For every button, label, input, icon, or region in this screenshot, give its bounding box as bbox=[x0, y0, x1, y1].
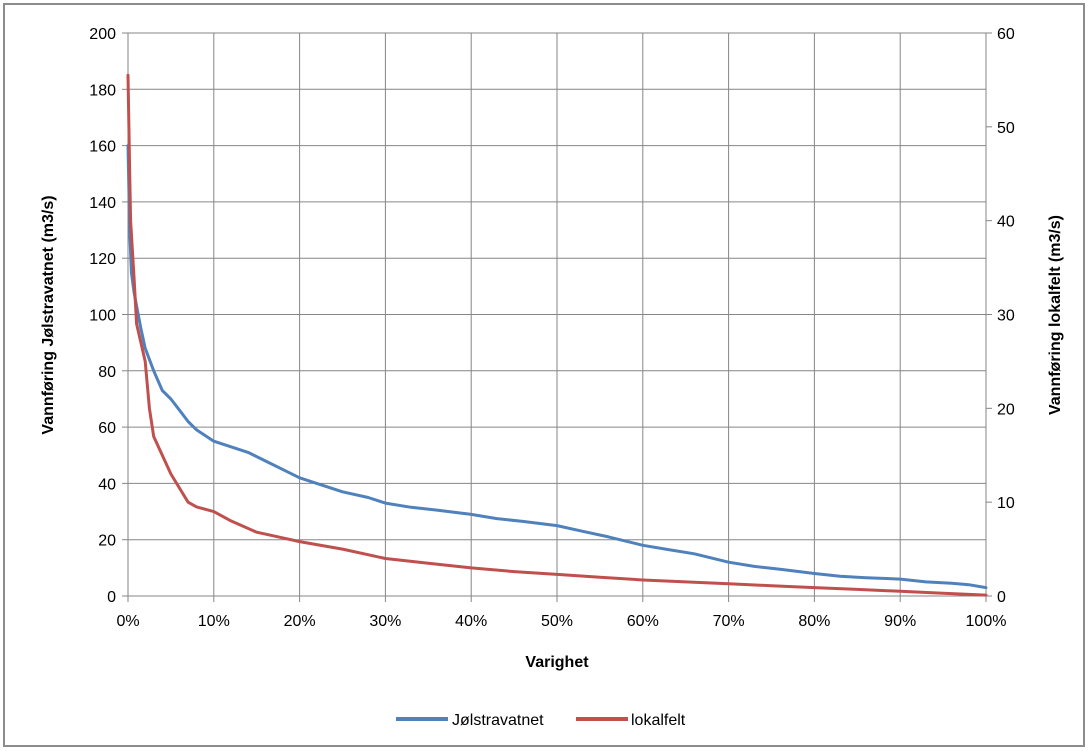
chart-frame bbox=[3, 3, 1085, 747]
left-y-axis-title: Vannføring Jølstravatnet (m3/s) bbox=[40, 195, 57, 434]
left-y-tick-label: 80 bbox=[98, 364, 116, 381]
left-y-tick-label: 140 bbox=[89, 195, 116, 212]
left-y-tick-label: 100 bbox=[89, 308, 116, 325]
series-layer bbox=[126, 73, 988, 597]
left-y-tick-label: 20 bbox=[98, 533, 116, 550]
x-tick-label: 60% bbox=[627, 613, 659, 630]
x-tick-label: 40% bbox=[455, 613, 487, 630]
legend-label-lokalfelt: lokalfelt bbox=[631, 712, 686, 729]
left-y-tick-label: 200 bbox=[89, 26, 116, 43]
right-y-tick-label: 60 bbox=[997, 26, 1015, 43]
x-tick-label: 30% bbox=[369, 613, 401, 630]
x-tick-label: 20% bbox=[284, 613, 316, 630]
right-y-tick-label: 0 bbox=[997, 589, 1006, 606]
legend: Jølstravatnet lokalfelt bbox=[396, 712, 686, 729]
left-y-tick-label: 0 bbox=[107, 589, 116, 606]
left-y-tick-label: 120 bbox=[89, 251, 116, 268]
x-tick-label: 100% bbox=[966, 613, 1007, 630]
left-y-tick-label: 40 bbox=[98, 476, 116, 493]
x-tick-label: 80% bbox=[798, 613, 830, 630]
left-y-tick-label: 160 bbox=[89, 139, 116, 156]
x-tick-label: 90% bbox=[884, 613, 916, 630]
series-line-jolstravatnet bbox=[126, 144, 988, 590]
left-y-tick-label: 180 bbox=[89, 82, 116, 99]
x-tick-label: 50% bbox=[541, 613, 573, 630]
x-tick-label: 10% bbox=[198, 613, 230, 630]
left-y-tick-labels: 0 20 40 60 80 100 120 140 160 180 200 bbox=[89, 26, 116, 606]
right-y-tick-label: 40 bbox=[997, 214, 1015, 231]
x-tick-labels: 0% 10% 20% 30% 40% 50% 60% 70% 80% 90% 100% bbox=[116, 613, 1006, 630]
right-y-tick-label: 10 bbox=[997, 495, 1015, 512]
x-tick-label: 0% bbox=[116, 613, 139, 630]
x-axis-title: Varighet bbox=[525, 654, 589, 671]
series-line-lokalfelt bbox=[126, 73, 988, 597]
right-y-tick-label: 50 bbox=[997, 120, 1015, 137]
left-y-tick-label: 60 bbox=[98, 420, 116, 437]
legend-label-jolstravatnet: Jølstravatnet bbox=[452, 712, 544, 729]
x-tick-label: 70% bbox=[713, 613, 745, 630]
right-y-tick-labels: 0 10 20 30 40 50 60 bbox=[997, 26, 1015, 606]
right-y-tick-label: 20 bbox=[997, 401, 1015, 418]
right-y-tick-label: 30 bbox=[997, 308, 1015, 325]
grid bbox=[128, 32, 987, 596]
right-y-axis-title: Vannføring lokalfelt (m3/s) bbox=[1047, 215, 1064, 415]
